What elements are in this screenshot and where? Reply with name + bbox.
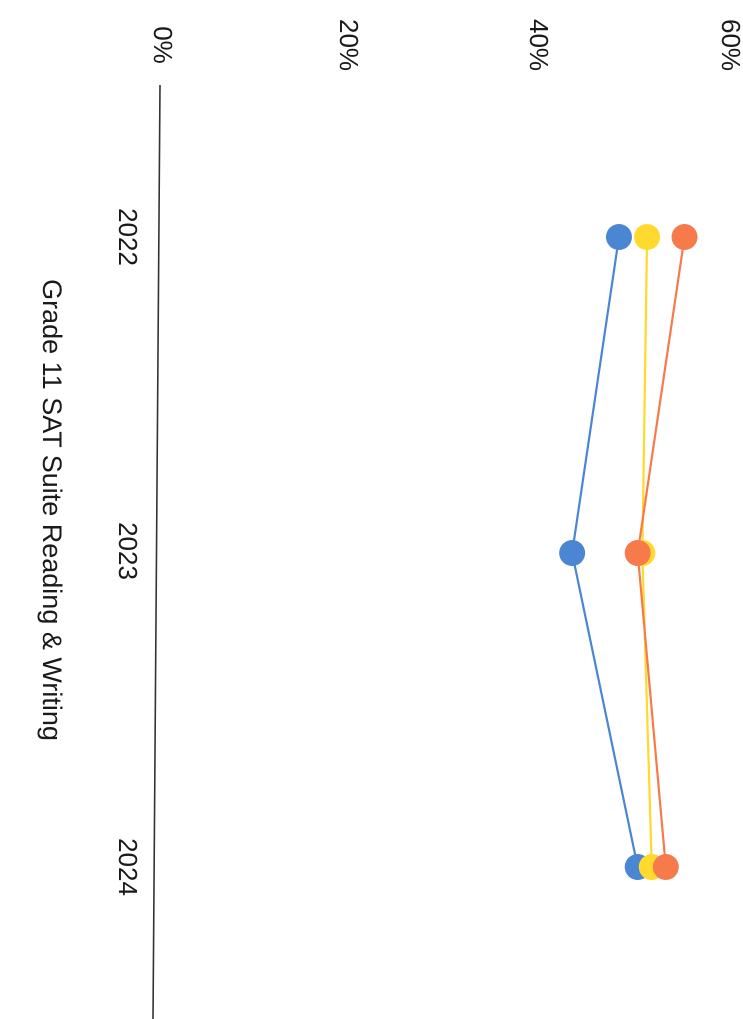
category-axis-line: [152, 84, 161, 1019]
y-tick-label: 40%: [524, 19, 554, 71]
x-tick-label: 2022: [113, 208, 143, 266]
series-point: [624, 540, 651, 566]
x-axis-ticks: 2022 2023 2024: [113, 208, 143, 896]
series-point: [671, 224, 698, 250]
y-tick-label: 0%: [148, 26, 178, 64]
series-group: [559, 224, 698, 880]
series-point: [605, 224, 632, 250]
y-tick-label: 20%: [334, 19, 364, 71]
x-tick-label: 2023: [113, 522, 143, 580]
series-point: [634, 224, 661, 250]
y-axis-ticks: 0% 20% 40% 60%: [148, 19, 743, 71]
y-tick-label: 60%: [716, 19, 743, 71]
chart-title: Grade 11 SAT Suite Reading & Writing: [37, 279, 67, 741]
series-point: [652, 854, 679, 880]
series-point: [559, 540, 586, 566]
x-tick-label: 2024: [113, 838, 143, 896]
